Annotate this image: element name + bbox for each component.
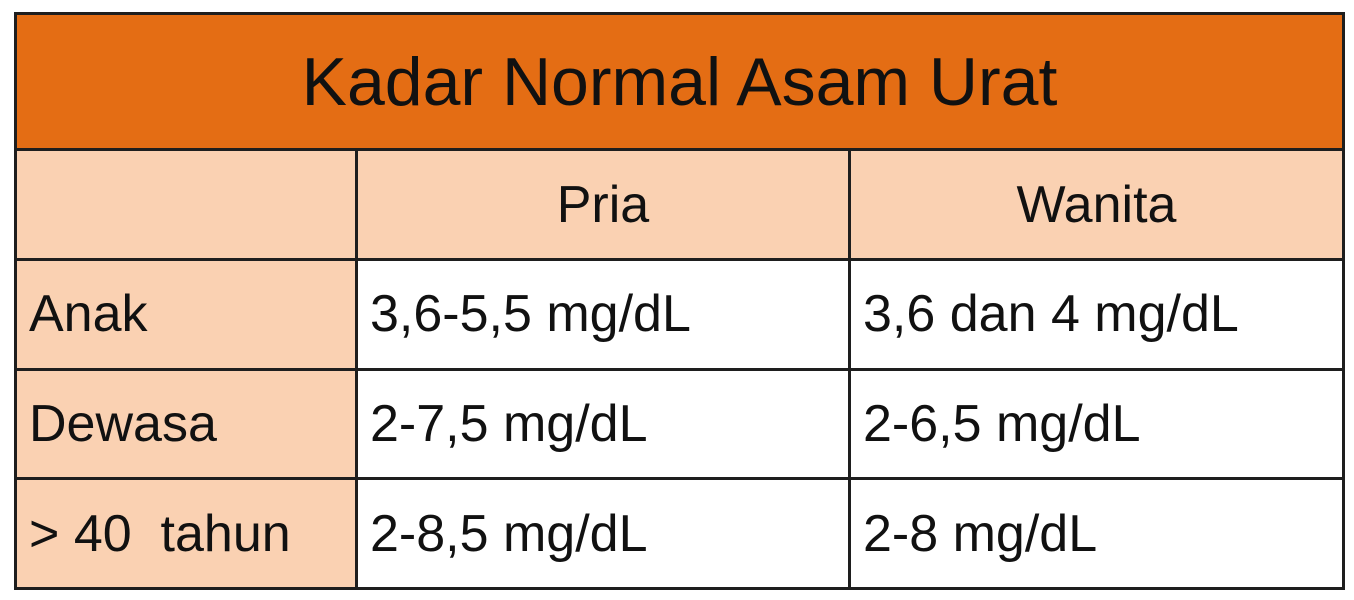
uric-acid-table: Kadar Normal Asam Urat Pria Wanita Anak …: [14, 11, 1345, 590]
row-label: Anak: [14, 257, 358, 371]
table-row: > 40 tahun 2-8,5 mg/dL 2-8 mg/dL: [14, 477, 1345, 590]
row-label: Dewasa: [14, 367, 358, 481]
title-row: Kadar Normal Asam Urat: [14, 11, 1345, 152]
column-header: Pria: [355, 148, 851, 261]
corner-cell: [14, 148, 358, 261]
cell: 3,6-5,5 mg/dL: [355, 257, 851, 371]
cell: 2-7,5 mg/dL: [355, 367, 851, 481]
table-row: Dewasa 2-7,5 mg/dL 2-6,5 mg/dL: [14, 367, 1345, 481]
header-row: Pria Wanita: [14, 148, 1345, 261]
column-header: Wanita: [848, 148, 1345, 261]
cell: 2-6,5 mg/dL: [848, 367, 1345, 481]
table-title: Kadar Normal Asam Urat: [14, 11, 1345, 152]
row-label: > 40 tahun: [14, 477, 358, 590]
cell: 3,6 dan 4 mg/dL: [848, 257, 1345, 371]
table-row: Anak 3,6-5,5 mg/dL 3,6 dan 4 mg/dL: [14, 257, 1345, 371]
cell: 2-8 mg/dL: [848, 477, 1345, 590]
cell: 2-8,5 mg/dL: [355, 477, 851, 590]
